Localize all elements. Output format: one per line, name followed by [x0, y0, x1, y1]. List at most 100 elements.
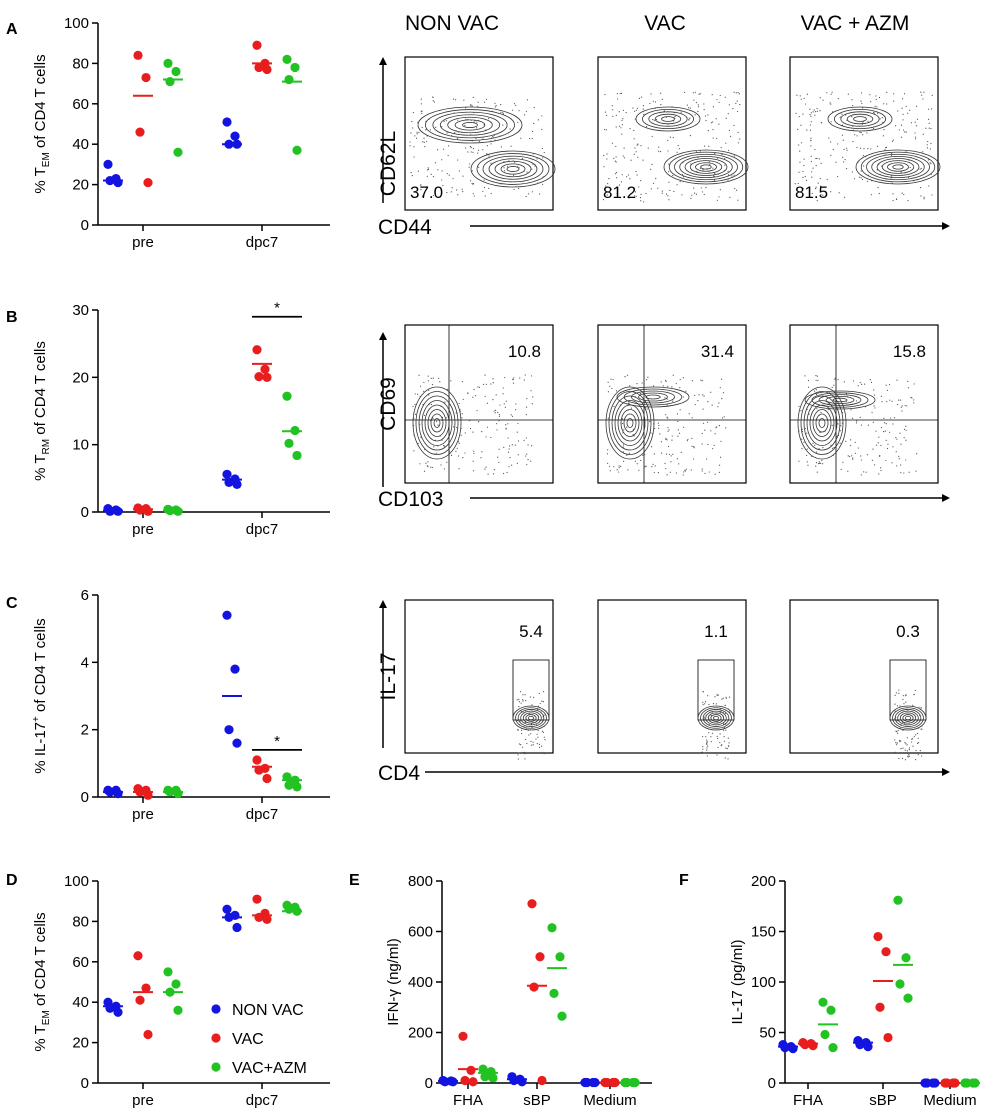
event-dot: [433, 101, 435, 103]
event-dot: [498, 413, 500, 416]
event-dot: [429, 129, 431, 131]
event-dot: [654, 465, 656, 467]
event-dot: [657, 422, 659, 424]
event-dot: [537, 736, 539, 738]
event-dot: [458, 170, 460, 172]
event-dot: [615, 126, 617, 128]
event-dot: [881, 116, 883, 119]
event-dot: [860, 170, 862, 172]
y-axis-label: IL-17 (pg/ml): [729, 939, 746, 1024]
event-dot: [894, 710, 896, 712]
event-dot: [719, 741, 721, 744]
data-point: [252, 345, 262, 355]
event-dot: [488, 155, 490, 157]
event-dot: [822, 194, 824, 196]
event-dot: [712, 137, 714, 139]
event-dot: [419, 395, 421, 398]
event-dot: [923, 196, 925, 198]
y-tick-label: 600: [408, 924, 433, 941]
x-tick-label: pre: [132, 806, 154, 823]
event-dot: [902, 113, 904, 116]
event-dot: [865, 406, 867, 408]
contour-line: [648, 111, 688, 127]
event-dot: [905, 105, 907, 108]
event-dot: [524, 758, 526, 760]
event-dot: [910, 714, 912, 717]
data-point: [549, 988, 559, 998]
event-dot: [526, 463, 528, 466]
contour-line: [638, 392, 668, 402]
event-dot: [682, 377, 685, 379]
event-dot: [491, 110, 493, 112]
y-arrow-head: [379, 332, 387, 340]
event-dot: [816, 157, 818, 160]
event-dot: [830, 121, 832, 123]
contour-line: [500, 163, 526, 175]
event-dot: [697, 110, 699, 113]
event-dot: [423, 414, 426, 417]
event-dot: [842, 461, 844, 463]
contour-line: [430, 413, 444, 433]
event-dot: [902, 747, 904, 749]
contour-line: [476, 153, 550, 185]
event-dot: [493, 134, 495, 137]
event-dot: [871, 129, 873, 131]
data-point: [863, 1042, 873, 1052]
event-dot: [830, 103, 832, 105]
event-dot: [919, 750, 921, 752]
event-dot: [833, 425, 835, 427]
event-dot: [508, 445, 511, 447]
event-dot: [723, 169, 726, 172]
flow-plot: 81.2: [597, 56, 749, 211]
event-dot: [824, 430, 826, 432]
event-dot: [715, 427, 717, 429]
event-dot: [852, 458, 854, 460]
event-dot: [520, 137, 522, 139]
contour-line: [605, 386, 655, 460]
event-dot: [733, 124, 735, 126]
event-dot: [697, 106, 700, 108]
event-dot: [634, 460, 636, 462]
event-dot: [895, 744, 898, 746]
contour-line: [860, 151, 936, 183]
event-dot: [535, 738, 537, 740]
event-dot: [527, 193, 530, 195]
event-dot: [671, 386, 673, 388]
event-dot: [428, 118, 430, 120]
event-dot: [914, 689, 917, 692]
event-dot: [914, 138, 916, 140]
event-dot: [538, 692, 540, 695]
event-dot: [728, 696, 731, 698]
event-dot: [625, 111, 627, 114]
event-dot: [905, 439, 907, 441]
event-dot: [458, 468, 460, 470]
event-dot: [809, 124, 811, 126]
event-dot: [431, 466, 434, 469]
event-dot: [895, 436, 897, 439]
event-dot: [608, 178, 610, 180]
event-dot: [636, 383, 638, 385]
event-dot: [910, 741, 913, 743]
event-dot: [542, 176, 544, 178]
event-dot: [606, 153, 608, 155]
event-dot: [522, 699, 524, 701]
event-dot: [722, 723, 725, 725]
event-dot: [462, 175, 464, 177]
event-dot: [494, 409, 497, 411]
event-dot: [497, 411, 499, 414]
event-dot: [462, 190, 464, 193]
data-point: [254, 372, 264, 382]
event-dot: [884, 115, 886, 118]
event-dot: [878, 473, 880, 475]
event-dot: [707, 401, 709, 403]
event-dot: [713, 444, 715, 446]
event-dot: [628, 402, 630, 404]
event-dot: [890, 181, 892, 183]
x-arrow-head: [942, 768, 950, 776]
data-point: [163, 58, 173, 68]
event-dot: [693, 187, 695, 189]
event-dot: [706, 749, 708, 751]
event-dot: [542, 691, 545, 693]
event-dot: [832, 454, 834, 457]
